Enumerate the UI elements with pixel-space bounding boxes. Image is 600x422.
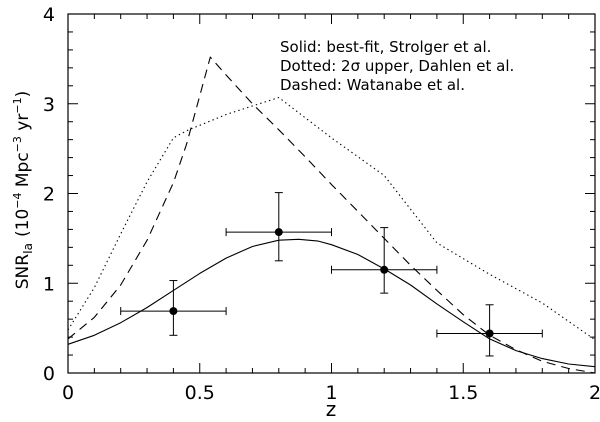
series-layer xyxy=(67,56,596,374)
y-label-units-suffix: ) xyxy=(13,91,33,98)
x-tick-label: 0 xyxy=(62,382,74,404)
axes xyxy=(67,13,596,374)
legend: Solid: best-fit, Strolger et al. Dotted:… xyxy=(280,38,514,94)
y-label-main: SNR xyxy=(13,254,33,290)
series-dotted-line xyxy=(67,96,596,341)
y-label-units-prefix: (10 xyxy=(13,209,33,237)
y-label-exp1: −4 xyxy=(11,193,24,209)
x-tick-label: 1 xyxy=(325,382,337,404)
data-points-layer xyxy=(120,192,543,357)
y-tick-label: 1 xyxy=(43,273,55,295)
legend-dotted: Dotted: 2σ upper, Dahlen et al. xyxy=(280,57,514,75)
data-point xyxy=(169,307,178,316)
y-axis-title: SNRIa (10−4 Mpc−3 yr−1) xyxy=(11,91,35,289)
x-axis-title: z xyxy=(326,397,337,421)
y-tick-label: 3 xyxy=(43,94,55,116)
y-label-units-mid: Mpc xyxy=(13,152,33,192)
y-label-units-mid2: yr xyxy=(13,114,33,136)
y-label-subscript: Ia xyxy=(21,243,35,254)
x-tick-label: 2 xyxy=(589,382,600,404)
legend-dashed: Dashed: Watanabe et al. xyxy=(280,76,465,94)
series-dashed-line xyxy=(67,56,596,374)
y-tick-label: 2 xyxy=(43,184,55,206)
x-tick-label: 1.5 xyxy=(448,382,478,404)
data-point xyxy=(485,329,494,338)
tick-labels: 0 0.5 1 1.5 2 0 1 2 3 4 xyxy=(43,4,600,404)
x-tick-label: 0.5 xyxy=(185,382,215,404)
series-solid-line xyxy=(67,238,596,368)
y-tick-label: 0 xyxy=(43,363,55,385)
y-tick-label: 4 xyxy=(43,4,55,26)
y-label-exp3: −1 xyxy=(11,97,24,113)
data-point xyxy=(380,265,389,274)
data-point xyxy=(274,228,283,237)
legend-solid: Solid: best-fit, Strolger et al. xyxy=(280,38,491,56)
y-label-exp2: −3 xyxy=(11,136,24,152)
